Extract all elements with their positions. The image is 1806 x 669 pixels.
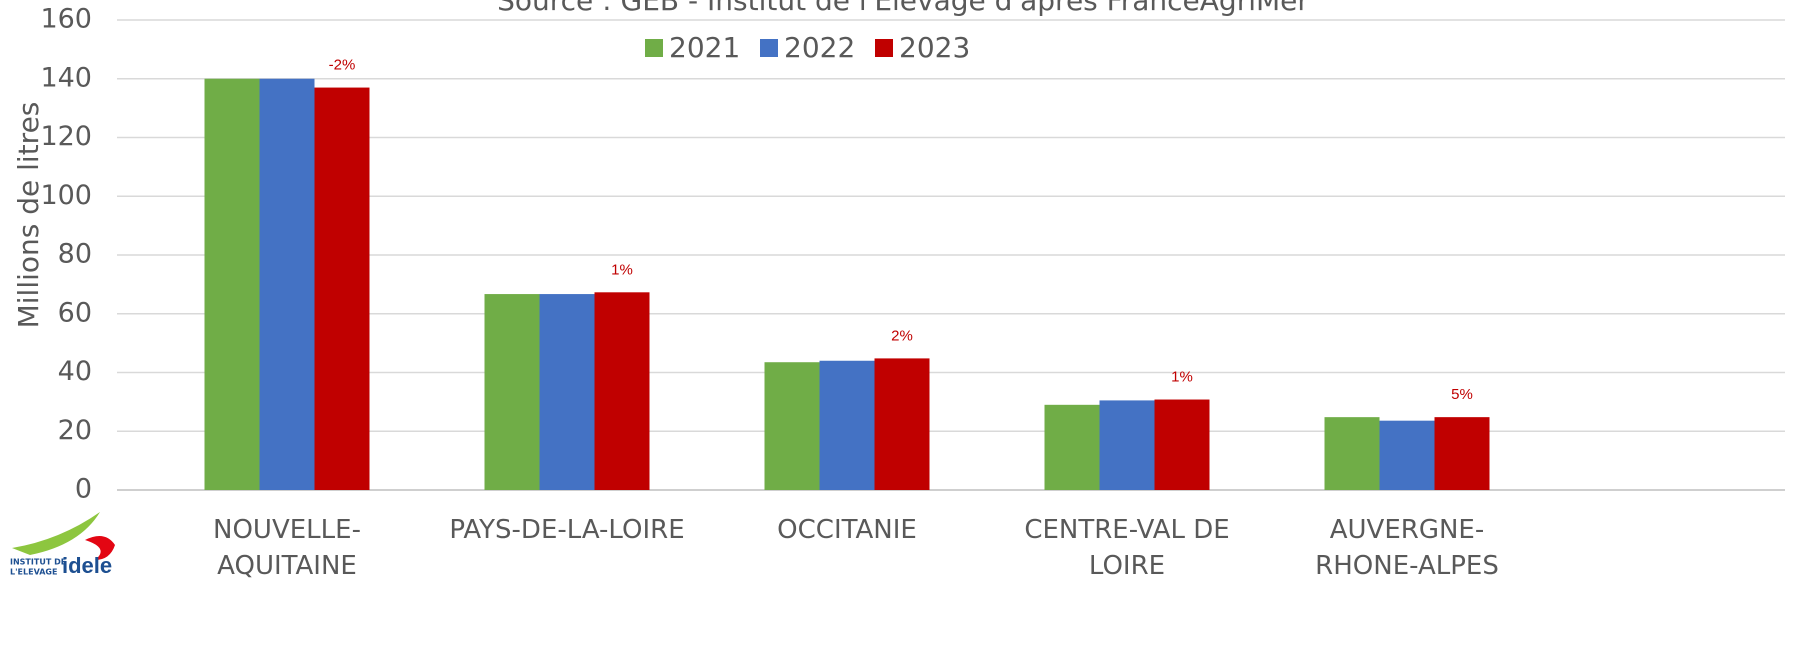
bar — [1099, 400, 1155, 490]
y-tick-label: 140 — [40, 62, 92, 93]
y-tick-label: 0 — [75, 474, 92, 505]
bar — [259, 78, 315, 490]
bar — [314, 87, 370, 490]
y-tick-label: 80 — [58, 239, 92, 270]
legend-label: 2022 — [784, 31, 855, 64]
bar — [874, 358, 930, 490]
logo-swoosh — [85, 536, 115, 560]
bar — [1379, 420, 1435, 490]
bar — [484, 294, 540, 490]
x-tick-label: OCCITANIE — [777, 515, 917, 545]
bar — [1324, 417, 1380, 490]
data-annotation: 1% — [1171, 368, 1193, 385]
legend-label: 2023 — [899, 31, 970, 64]
y-axis-label: Millions de litres — [12, 102, 45, 329]
y-tick-label: 100 — [40, 180, 92, 211]
chart-title: Source : GEB - Institut de l'Elevage d'a… — [497, 0, 1309, 17]
data-annotation: -2% — [329, 57, 356, 74]
y-tick-label: 160 — [40, 4, 92, 35]
bar — [764, 362, 820, 490]
y-tick-label: 120 — [40, 121, 92, 152]
y-tick-label: 20 — [58, 415, 92, 446]
legend-label: 2021 — [669, 31, 740, 64]
bar — [1044, 404, 1100, 490]
logo-text: idele — [62, 553, 112, 578]
legend-swatch — [760, 39, 778, 57]
data-annotation: 1% — [611, 261, 633, 278]
y-tick-label: 40 — [58, 356, 92, 387]
bar — [204, 78, 260, 490]
bar — [1154, 399, 1210, 490]
x-tick-label: CENTRE-VAL DE LOIRE — [1024, 515, 1229, 581]
data-annotation: 2% — [891, 327, 913, 344]
bar — [1434, 417, 1490, 490]
x-tick-label: PAYS-DE-LA-LOIRE — [449, 515, 684, 545]
y-tick-label: 60 — [58, 297, 92, 328]
logo-text: L'ELEVAGE — [10, 568, 57, 577]
logo-swoosh — [12, 512, 100, 555]
bar — [539, 294, 595, 490]
bar — [594, 292, 650, 490]
logo-text: INSTITUT DE — [10, 558, 66, 567]
data-annotation: 5% — [1451, 386, 1473, 403]
x-tick-label: AUVERGNE-RHONE-ALPES — [1315, 515, 1499, 581]
legend-swatch — [645, 39, 663, 57]
x-tick-label: NOUVELLE-AQUITAINE — [213, 515, 361, 581]
bar — [819, 360, 875, 490]
logo: INSTITUT DE L'ELEVAGE idele — [10, 512, 115, 578]
legend-swatch — [875, 39, 893, 57]
